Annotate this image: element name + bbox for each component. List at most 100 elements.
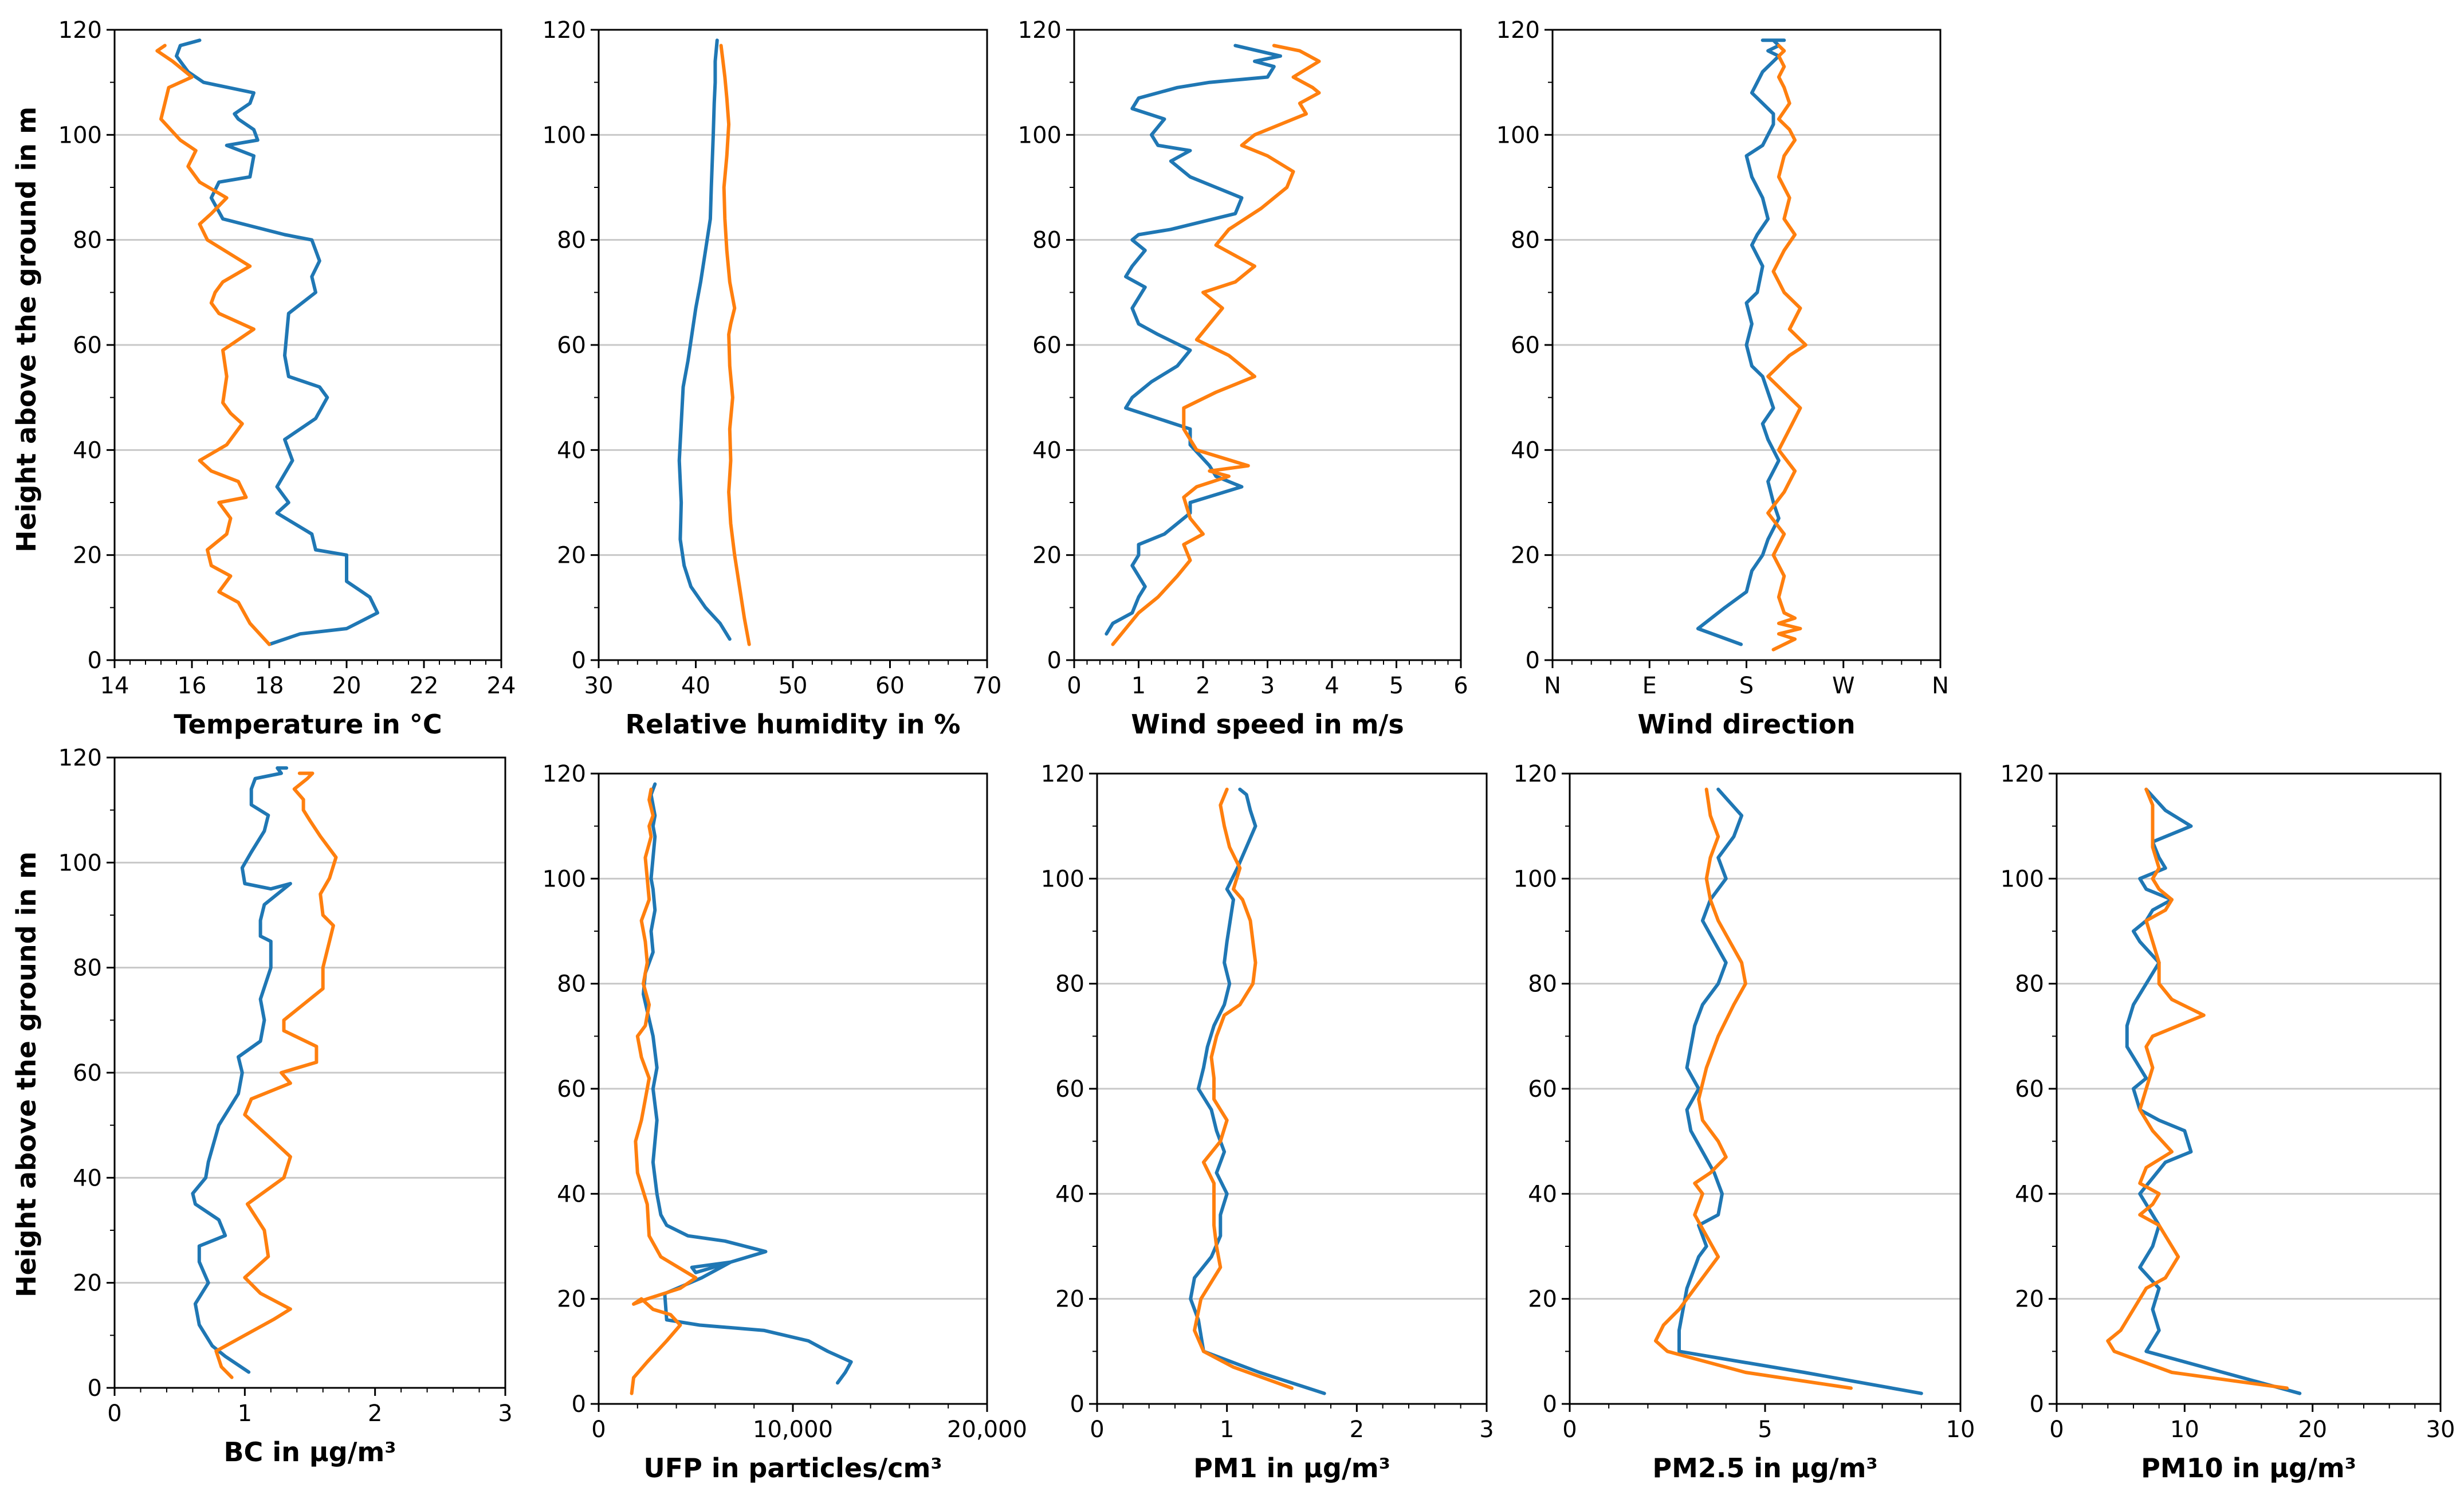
ytick-label-bc-1: 20 [73,1270,102,1297]
ytick-label-humidity-1: 20 [557,543,586,569]
ytick-label-ufp-2: 40 [557,1181,586,1207]
ytick-label-humidity-4: 80 [557,227,586,254]
ytick-label-bc-6: 120 [58,745,102,771]
xtick-label-pm1-0: 0 [1090,1417,1104,1443]
xtick-label-humidity-0: 30 [584,673,614,699]
ytick-label-pm10-3: 60 [2015,1076,2044,1102]
xtick-label-wind_speed-1: 1 [1131,673,1146,699]
ytick-label-ufp-0: 0 [572,1391,586,1418]
xlabel-pm1: PM1 in µg/m³ [1193,1453,1390,1484]
ytick-label-pm25-5: 100 [1514,866,1557,892]
ytick-label-wind_direction-6: 120 [1496,17,1540,44]
ytick-label-bc-5: 100 [58,850,102,876]
ytick-label-pm10-2: 40 [2015,1181,2044,1207]
panel-humidity: 0 20 40 60 80 100 120 30 40 50 60 70 Relative humidi… [543,17,1002,740]
ytick-label-bc-0: 0 [88,1375,102,1402]
xtick-label-bc-0: 0 [107,1400,121,1427]
xtick-label-temperature-5: 24 [487,673,516,699]
ytick-label-bc-4: 80 [73,955,102,982]
series-line-pm1-2 [1193,787,1294,1390]
panel-pm1: 0 20 40 60 80 100 120 0 1 2 3 PM1 in µg/m³ [1041,761,1494,1484]
xtick-label-wind_direction-1: E [1642,673,1657,699]
series-line-bc-2 [214,771,338,1379]
xtick-label-wind_speed-2: 2 [1196,673,1210,699]
xtick-label-wind_direction-3: W [1832,673,1855,699]
series-line-wind_direction-1 [1696,38,1786,646]
xtick-label-bc-3: 3 [498,1400,512,1427]
ytick-label-wind_speed-6: 120 [1018,17,1062,44]
series-line-wind_speed-1 [1105,44,1282,636]
ytick-label-wind_direction-5: 100 [1496,122,1540,148]
ytick-label-pm10-1: 20 [2015,1286,2044,1313]
ytick-label-pm25-4: 80 [1528,971,1557,998]
xtick-label-temperature-4: 22 [410,673,439,699]
xlabel-pm10: PM10 in µg/m³ [2141,1453,2356,1484]
ytick-label-pm1-3: 60 [1055,1076,1084,1102]
series-line-humidity-2 [719,44,751,646]
xtick-label-ufp-0: 0 [591,1417,606,1443]
xtick-label-temperature-3: 20 [332,673,361,699]
series-line-bc-1 [191,766,292,1374]
ytick-label-temperature-2: 40 [73,437,102,464]
xlabel-bc: BC in µg/m³ [223,1437,396,1468]
xtick-label-wind_direction-0: N [1544,673,1561,699]
series-line-wind_speed-2 [1111,44,1321,646]
ytick-label-bc-2: 40 [73,1165,102,1191]
ytick-label-wind_speed-3: 60 [1032,332,1062,359]
ytick-label-ufp-1: 20 [557,1286,586,1313]
ytick-label-pm1-1: 20 [1055,1286,1084,1313]
panel-bc: 0 20 40 60 80 100 120 0 1 2 3 BC in µg/m³ [58,745,513,1468]
ytick-label-wind_direction-2: 40 [1511,437,1540,464]
xtick-label-wind_direction-4: N [1932,673,1949,699]
xtick-label-pm1-3: 3 [1479,1417,1494,1443]
xtick-label-pm10-0: 0 [2049,1417,2064,1443]
xtick-label-humidity-1: 40 [681,673,710,699]
ytick-label-temperature-4: 80 [73,227,102,254]
xtick-label-bc-1: 1 [238,1400,252,1427]
ytick-label-temperature-6: 120 [58,17,102,44]
xtick-label-temperature-0: 14 [100,673,129,699]
ytick-label-pm10-6: 120 [2001,761,2044,787]
ytick-label-temperature-5: 100 [58,122,102,148]
ytick-label-wind_speed-2: 40 [1032,437,1062,464]
ytick-label-wind_direction-3: 60 [1511,332,1540,359]
ytick-label-wind_direction-4: 80 [1511,227,1540,254]
series-line-temperature-1 [175,38,379,646]
xtick-label-wind_speed-0: 0 [1067,673,1081,699]
ytick-label-pm1-6: 120 [1041,761,1084,787]
ytick-label-pm10-4: 80 [2015,971,2044,998]
ytick-label-pm10-0: 0 [2030,1391,2044,1418]
ytick-label-ufp-3: 60 [557,1076,586,1102]
ytick-label-pm10-5: 100 [2001,866,2044,892]
xlabel-wind_direction: Wind direction [1637,709,1855,740]
ylabel-bottom: Height above the ground in m [11,852,42,1297]
series-line-pm10-2 [2106,787,2289,1390]
xlabel-wind_speed: Wind speed in m/s [1131,709,1404,740]
ytick-label-bc-3: 60 [73,1060,102,1086]
xtick-label-pm25-2: 10 [1946,1417,1975,1443]
xtick-label-pm10-1: 10 [2170,1417,2199,1443]
xtick-label-wind_speed-4: 4 [1325,673,1339,699]
xtick-label-humidity-2: 50 [779,673,808,699]
series-line-wind_direction-2 [1766,44,1807,652]
series-line-pm25-1 [1677,787,1923,1395]
ytick-label-ufp-5: 100 [543,866,586,892]
ytick-label-pm1-0: 0 [1070,1391,1084,1418]
ytick-label-wind_speed-5: 100 [1018,122,1062,148]
xtick-label-pm1-2: 2 [1350,1417,1364,1443]
ytick-label-humidity-3: 60 [557,332,586,359]
xtick-label-temperature-1: 16 [178,673,207,699]
xtick-label-pm1-1: 1 [1220,1417,1234,1443]
panel-pm25: 0 20 40 60 80 100 120 0 5 10 PM2.5 in µg/m³ [1514,761,1975,1484]
xtick-label-humidity-4: 70 [973,673,1002,699]
ytick-label-temperature-3: 60 [73,332,102,359]
xtick-label-wind_direction-2: S [1739,673,1754,699]
ytick-label-ufp-4: 80 [557,971,586,998]
xlabel-pm25: PM2.5 in µg/m³ [1652,1453,1877,1484]
xlabel-humidity: Relative humidity in % [626,709,961,740]
ytick-label-humidity-5: 100 [543,122,586,148]
